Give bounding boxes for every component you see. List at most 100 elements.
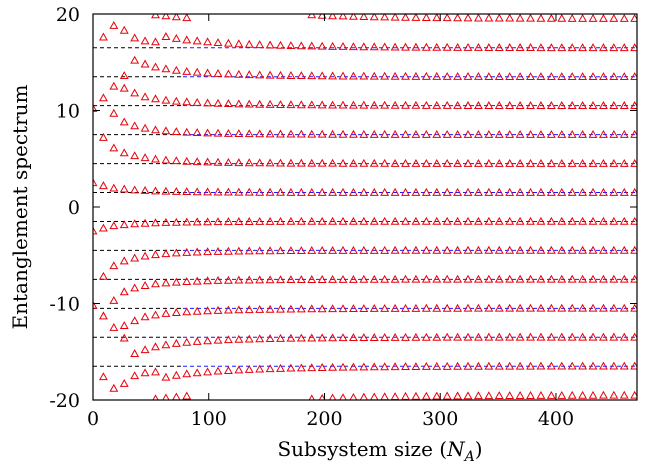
data-point-s5-16	[255, 275, 265, 284]
data-point-s2-28	[380, 158, 390, 167]
data-point-s6-4	[130, 88, 140, 97]
data-point-s0-18	[276, 187, 285, 196]
data-point-s8-13	[223, 69, 233, 78]
data-point-s8-8	[171, 65, 181, 74]
data-point-s6-33	[432, 100, 442, 109]
data-point-s12-36	[463, 14, 473, 22]
data-point-s5-50	[609, 274, 619, 283]
data-point-s1-1	[98, 223, 108, 232]
data-point-s12-7	[161, 14, 171, 20]
data-point-s4-24	[338, 129, 348, 138]
data-point-s12-30	[401, 14, 410, 21]
data-point-s5-40	[505, 274, 515, 283]
data-point-s10-11	[203, 37, 213, 46]
data-point-s10-44	[546, 43, 556, 52]
data-point-s5-41	[515, 274, 525, 283]
y-axis-ticks: -20 -10 0 10 20	[49, 4, 637, 412]
data-point-s4-43	[536, 130, 546, 138]
data-point-s8-50	[609, 72, 619, 81]
data-point-s5-12	[213, 276, 223, 284]
data-point-s7-19	[286, 304, 296, 313]
data-point-s3-28	[380, 245, 390, 254]
data-point-s4-10	[192, 128, 202, 136]
data-point-s11-11	[203, 367, 213, 376]
data-point-s10-30	[401, 42, 410, 51]
data-point-s1-33	[432, 216, 442, 225]
data-point-s6-31	[411, 100, 421, 109]
data-point-s1-47	[578, 216, 588, 225]
data-point-s7-44	[546, 303, 556, 312]
data-point-s7-42	[526, 303, 535, 312]
data-point-s0-21	[307, 187, 317, 196]
data-point-s11-17	[265, 364, 275, 373]
data-point-s7-27	[369, 303, 379, 312]
data-point-s1-39	[494, 216, 504, 225]
data-point-s7-10	[192, 306, 202, 315]
data-point-s13-49	[598, 390, 608, 399]
data-point-s8-42	[526, 72, 535, 81]
data-point-s0-6	[151, 186, 160, 195]
data-point-s6-5	[140, 92, 150, 101]
y-tick-label: 0	[68, 197, 80, 219]
data-point-s5-34	[442, 274, 452, 283]
data-point-s2-4	[130, 151, 140, 160]
data-point-s5-19	[286, 275, 296, 284]
data-point-s12-40	[505, 14, 515, 22]
data-point-s4-28	[380, 129, 390, 138]
data-point-s5-7	[161, 278, 171, 287]
data-point-s5-3	[119, 287, 129, 296]
data-point-s12-49	[598, 14, 608, 22]
data-point-s11-45	[557, 361, 567, 370]
data-point-s7-26	[359, 304, 369, 313]
data-point-s8-43	[536, 72, 546, 81]
data-point-s10-32	[421, 42, 431, 51]
data-point-s3-25	[348, 245, 358, 254]
data-point-s6-7	[161, 95, 171, 104]
data-point-s13-47	[578, 390, 588, 399]
data-point-s0-4	[130, 185, 140, 194]
data-point-s2-46	[567, 158, 577, 167]
data-point-s4-27	[369, 129, 379, 138]
data-point-s4-18	[276, 129, 285, 138]
data-point-s10-31	[411, 42, 421, 51]
data-point-s0-31	[411, 187, 421, 196]
data-point-s0-1	[98, 181, 108, 190]
data-point-s1-7	[161, 218, 171, 226]
x-tick-label: 400	[538, 408, 574, 430]
data-point-s1-22	[317, 216, 327, 225]
data-point-s12-46	[567, 14, 577, 22]
data-point-s13-31	[411, 391, 421, 400]
data-point-s3-16	[255, 246, 265, 255]
data-point-s8-34	[442, 72, 452, 80]
data-point-s13-38	[484, 391, 494, 400]
x-axis-label-close: )	[475, 437, 483, 461]
data-point-s5-33	[432, 274, 442, 283]
data-point-s0-27	[369, 187, 379, 196]
data-point-s12-22	[317, 14, 327, 19]
data-point-s12-24	[338, 14, 348, 20]
data-point-s10-29	[390, 42, 400, 51]
data-point-s10-38	[484, 43, 494, 51]
data-point-s4-50	[609, 130, 619, 138]
data-point-s0-9	[182, 187, 192, 196]
data-point-s6-21	[307, 100, 317, 109]
data-point-s11-50	[609, 361, 619, 370]
data-point-s13-41	[515, 391, 525, 399]
data-point-s3-41	[515, 245, 525, 254]
data-point-s0-51	[619, 187, 629, 196]
data-point-s11-28	[380, 362, 390, 371]
data-point-s2-17	[265, 158, 275, 167]
data-point-s7-34	[442, 303, 452, 312]
data-point-s2-10	[192, 157, 202, 166]
data-point-s4-19	[286, 129, 296, 138]
data-point-s11-25	[348, 362, 358, 371]
data-point-s12-34	[442, 14, 452, 22]
data-point-s6-50	[609, 101, 619, 109]
data-point-s11-37	[473, 361, 483, 370]
data-point-s7-5	[140, 312, 150, 321]
data-point-s2-6	[151, 154, 160, 163]
data-markers	[93, 14, 637, 400]
data-point-s6-8	[171, 96, 181, 105]
data-point-s7-22	[317, 304, 327, 313]
data-point-s3-43	[536, 245, 546, 254]
